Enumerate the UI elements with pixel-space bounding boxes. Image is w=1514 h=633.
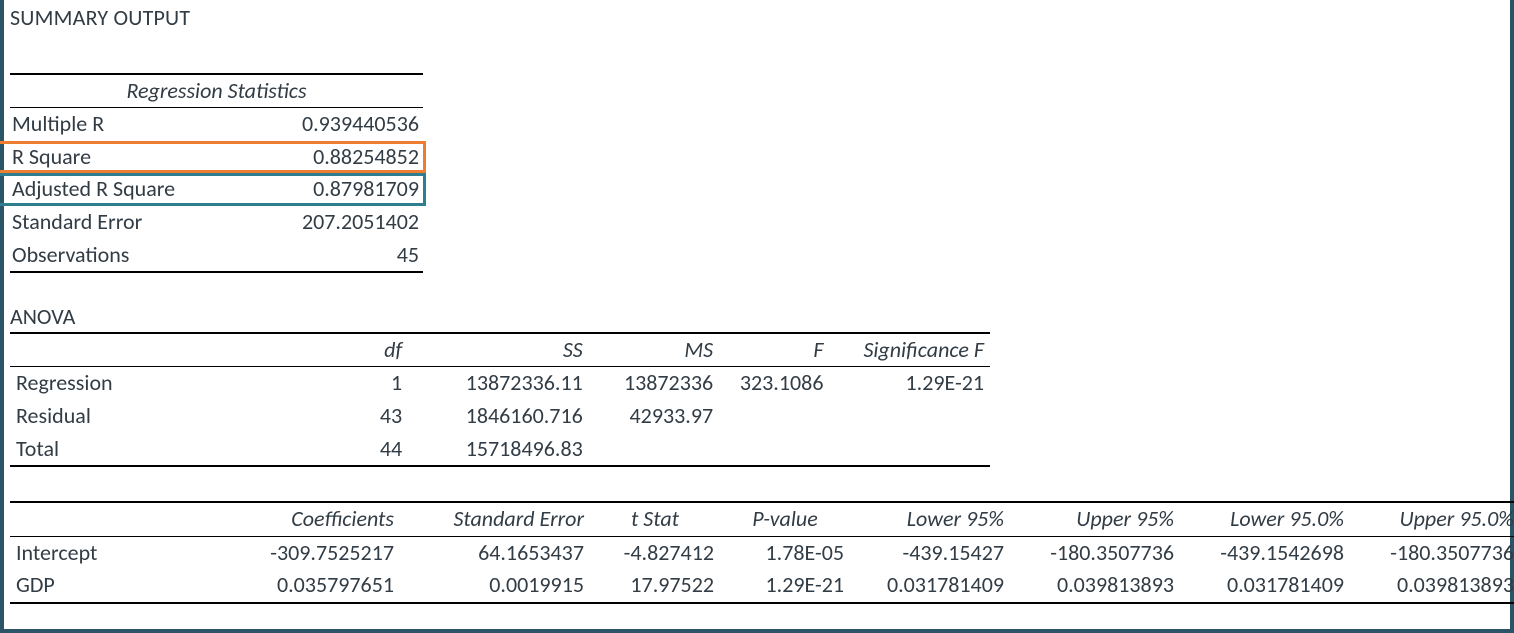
anova-title: ANOVA: [10, 303, 1502, 332]
anova-cell: 323.1086: [719, 367, 829, 400]
coef-cell: 1.29E-21: [720, 569, 850, 603]
coef-cell: -180.3507736: [1350, 536, 1514, 569]
coef-cell: -180.3507736: [1010, 536, 1180, 569]
anova-cell: [589, 433, 719, 467]
regression-stats-table: Regression Statistics Multiple R 0.93944…: [10, 73, 423, 274]
coefficients-table: Coefficients Standard Error t Stat P-val…: [10, 501, 1514, 604]
coef-header: Upper 95.0%: [1350, 502, 1514, 536]
coef-header: [10, 502, 240, 536]
anova-cell: Total: [10, 433, 253, 467]
coef-cell: -439.1542698: [1180, 536, 1350, 569]
coef-cell: 0.031781409: [1180, 569, 1350, 603]
coef-cell: 1.78E-05: [720, 536, 850, 569]
anova-cell: [719, 433, 829, 467]
anova-cell: 13872336.11: [408, 367, 589, 400]
stat-value: 207.2051402: [259, 206, 423, 239]
coef-cell: 0.031781409: [850, 569, 1010, 603]
anova-header: df: [253, 333, 408, 367]
anova-header: SS: [408, 333, 589, 367]
stat-value: 0.939440536: [259, 108, 423, 141]
anova-cell: 1: [253, 367, 408, 400]
stat-label: R Square: [10, 141, 259, 174]
stat-label: Observations: [10, 239, 259, 273]
anova-cell: Regression: [10, 367, 253, 400]
coef-header: Lower 95%: [850, 502, 1010, 536]
anova-cell: [829, 400, 990, 433]
anova-cell: 15718496.83: [408, 433, 589, 467]
anova-header: MS: [589, 333, 719, 367]
anova-cell: 1846160.716: [408, 400, 589, 433]
coef-cell: 17.97522: [590, 569, 720, 603]
coef-header: P-value: [720, 502, 850, 536]
stat-value: 45: [259, 239, 423, 273]
stat-label: Adjusted R Square: [10, 173, 259, 206]
coef-cell: 0.035797651: [240, 569, 400, 603]
coef-cell: GDP: [10, 569, 240, 603]
regression-stats-header: Regression Statistics: [10, 74, 423, 108]
anova-cell: [719, 400, 829, 433]
coef-header: t Stat: [590, 502, 720, 536]
stat-label: Standard Error: [10, 206, 259, 239]
stat-value: 0.88254852: [259, 141, 423, 174]
anova-cell: 44: [253, 433, 408, 467]
coef-cell: 0.0019915: [400, 569, 590, 603]
coef-cell: 0.039813893: [1010, 569, 1180, 603]
coef-header: Standard Error: [400, 502, 590, 536]
coef-header: Coefficients: [240, 502, 400, 536]
anova-header: [10, 333, 253, 367]
coef-cell: Intercept: [10, 536, 240, 569]
anova-cell: 43: [253, 400, 408, 433]
coef-header: Upper 95%: [1010, 502, 1180, 536]
summary-title: SUMMARY OUTPUT: [10, 4, 1502, 33]
coef-cell: 64.1653437: [400, 536, 590, 569]
coef-cell: -439.15427: [850, 536, 1010, 569]
coef-cell: -4.827412: [590, 536, 720, 569]
anova-cell: [829, 433, 990, 467]
stat-label: Multiple R: [10, 108, 259, 141]
coef-cell: -309.7525217: [240, 536, 400, 569]
anova-header: F: [719, 333, 829, 367]
anova-cell: Residual: [10, 400, 253, 433]
anova-cell: 13872336: [589, 367, 719, 400]
anova-cell: 1.29E-21: [829, 367, 990, 400]
anova-cell: 42933.97: [589, 400, 719, 433]
anova-header: Significance F: [829, 333, 990, 367]
anova-table: df SS MS F Significance F Regression 1 1…: [10, 332, 990, 467]
coef-cell: 0.039813893: [1350, 569, 1514, 603]
coef-header: Lower 95.0%: [1180, 502, 1350, 536]
stat-value: 0.87981709: [259, 173, 423, 206]
